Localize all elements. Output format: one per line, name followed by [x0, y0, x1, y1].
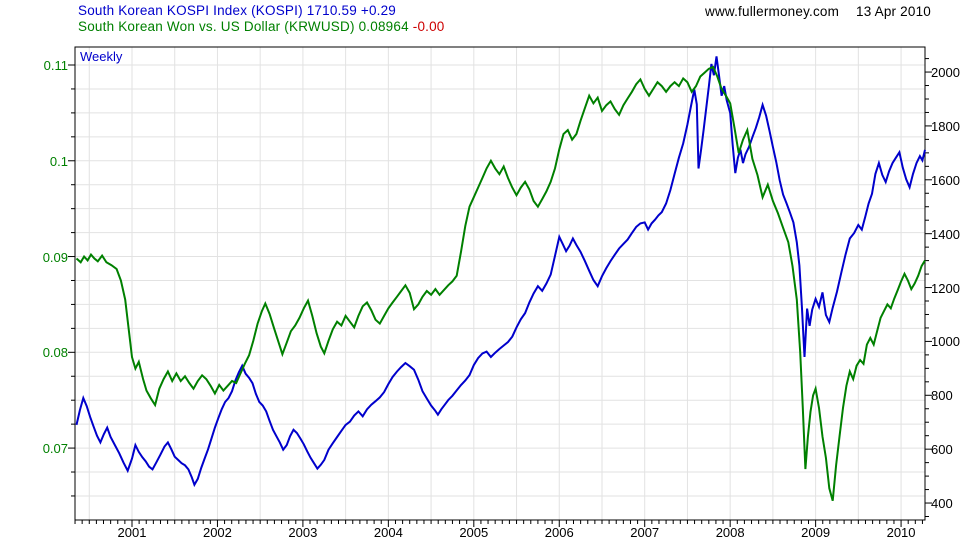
x-axis-label: 2003 — [288, 525, 318, 540]
right-axis-label: 1200 — [931, 280, 960, 296]
left-axis-label: 0.11 — [43, 58, 68, 73]
krwusd-line — [75, 65, 926, 502]
frequency-label: Weekly — [80, 49, 123, 64]
x-axis-label: 2006 — [544, 525, 574, 540]
left-axis-label: 0.08 — [42, 345, 68, 361]
x-axis-label: 2002 — [202, 525, 232, 540]
kospi-title: South Korean KOSPI Index (KOSPI) 1710.59… — [78, 3, 397, 18]
plot-frame — [74, 46, 926, 521]
x-axis-label: 2008 — [715, 525, 745, 540]
right-axis-label: 600 — [931, 442, 953, 458]
x-axis-label: 2001 — [117, 525, 147, 540]
left-axis-label: 0.07 — [42, 441, 68, 457]
kospi-line — [75, 56, 926, 488]
x-axis-label: 2005 — [459, 525, 489, 540]
right-axis-label: 1800 — [931, 118, 960, 134]
x-axis-label: 2004 — [373, 525, 403, 540]
date-label: 13 Apr 2010 — [856, 4, 932, 19]
right-axis-label: 800 — [931, 388, 953, 404]
right-axis-label: 2000 — [931, 65, 960, 81]
watermark: www.fullermoney.com — [705, 4, 840, 19]
krwusd-title-main: South Korean Won vs. US Dollar (KRWUSD) … — [78, 19, 409, 34]
right-axis-label: 1000 — [931, 334, 960, 350]
right-axis-label: 400 — [931, 496, 953, 512]
krwusd-title: South Korean Won vs. US Dollar (KRWUSD) … — [78, 19, 445, 34]
x-axis-label: 2007 — [630, 525, 660, 540]
right-axis-label: 1600 — [931, 172, 960, 188]
left-axis-label: 0.09 — [42, 249, 68, 265]
x-axis-label: 2010 — [886, 525, 916, 540]
left-axis-label: 0.1 — [49, 153, 68, 169]
krwusd-title-change: -0.00 — [412, 19, 445, 34]
x-axis-label: 2009 — [801, 525, 831, 540]
right-axis-label: 1400 — [931, 226, 960, 242]
